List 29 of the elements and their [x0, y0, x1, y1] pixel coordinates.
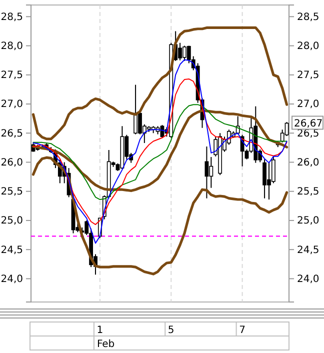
y-tick-label: 25,5 — [0, 186, 23, 198]
text: Feb — [96, 339, 115, 350]
y-tick-label: 24,0 — [0, 274, 23, 285]
candlestick — [204, 146, 209, 199]
y2-tick-label: 24,0 — [297, 274, 320, 285]
line-series — [32, 26, 288, 140]
y2-tick-label: 25,0 — [297, 216, 320, 227]
y2-tick-label: 26,0 — [297, 157, 320, 168]
y-tick-label: 25,0 — [0, 216, 23, 227]
annotation: 26,67 — [294, 118, 323, 130]
y-tick-label: 27,0 — [0, 99, 23, 110]
y-tick-label: 28,5 — [0, 12, 23, 23]
y2-tick-label: 24,5 — [297, 244, 320, 256]
y-tick-label: 26,5 — [0, 128, 23, 140]
y2-tick-label: 28,5 — [297, 12, 320, 23]
y-tick-label: 26,0 — [0, 157, 23, 168]
y2-tick-label: 28,0 — [297, 40, 320, 52]
x-tick-label: 1 — [96, 325, 104, 336]
candlestick — [271, 156, 276, 184]
x-tick-label: 5 — [168, 325, 174, 336]
y2-tick-label: 25,5 — [297, 186, 320, 198]
y2-tick-label: 27,0 — [297, 99, 320, 110]
y-tick-label: 28,0 — [0, 40, 23, 52]
y-tick-label: 24,5 — [0, 244, 23, 256]
y2-tick-label: 26,5 — [297, 128, 320, 140]
x-tick-label: 7 — [239, 325, 246, 336]
y2-tick-label: 27,5 — [297, 70, 320, 82]
line-series — [32, 78, 288, 226]
y-tick-label: 27,5 — [0, 70, 23, 82]
